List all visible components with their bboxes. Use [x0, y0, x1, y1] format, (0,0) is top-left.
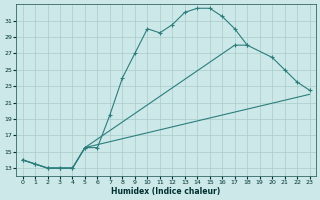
- X-axis label: Humidex (Indice chaleur): Humidex (Indice chaleur): [111, 187, 221, 196]
